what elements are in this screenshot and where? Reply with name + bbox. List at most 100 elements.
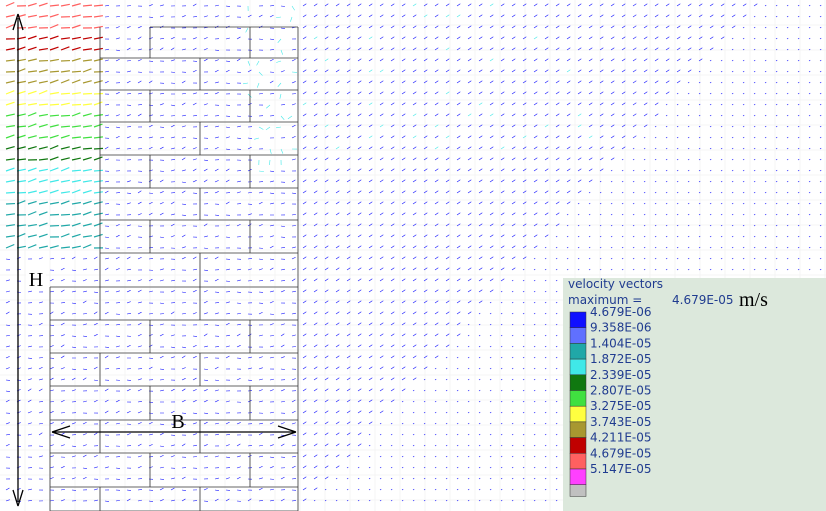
vector — [577, 14, 582, 18]
vector — [819, 4, 822, 7]
vector — [335, 135, 340, 139]
vector — [456, 212, 461, 216]
vector — [731, 25, 736, 29]
vector — [467, 80, 472, 84]
vector — [544, 356, 547, 359]
vector — [709, 103, 712, 106]
vector — [82, 476, 87, 480]
vector — [390, 267, 395, 271]
vector — [412, 322, 417, 326]
vector — [709, 246, 712, 249]
vector — [148, 278, 153, 282]
vector — [434, 488, 437, 491]
vector — [236, 191, 241, 194]
vector — [434, 212, 439, 216]
vector — [522, 499, 525, 502]
vector — [478, 14, 483, 18]
vector — [555, 235, 558, 238]
vector — [49, 79, 59, 84]
vector — [489, 466, 492, 469]
vector — [159, 355, 164, 359]
vector — [357, 366, 362, 370]
vector — [203, 488, 208, 491]
vector — [49, 213, 60, 216]
vector — [280, 312, 285, 315]
vector — [467, 300, 472, 304]
vector — [819, 125, 822, 128]
vector — [500, 323, 503, 326]
vector — [588, 246, 591, 249]
vector — [357, 256, 362, 260]
vector — [786, 268, 789, 271]
vector — [566, 168, 571, 172]
vector — [577, 91, 582, 95]
vector — [60, 378, 65, 381]
vector — [390, 388, 395, 392]
vector — [313, 91, 318, 95]
vector — [277, 38, 282, 43]
vector — [610, 157, 615, 161]
vector — [698, 125, 701, 128]
vector — [731, 37, 734, 40]
vector — [324, 377, 329, 381]
vector — [137, 59, 142, 62]
vector — [71, 92, 81, 95]
vector — [335, 278, 340, 282]
vector — [38, 136, 48, 139]
vector — [456, 113, 461, 117]
vector — [379, 488, 382, 491]
vector — [709, 147, 712, 150]
vector — [764, 235, 767, 238]
vector — [753, 70, 756, 73]
vector — [665, 158, 668, 161]
vector — [104, 466, 109, 469]
vector — [511, 157, 516, 161]
vector — [335, 190, 340, 194]
vector — [434, 367, 437, 370]
vector — [544, 201, 549, 205]
vector — [720, 48, 723, 51]
vector — [643, 213, 646, 216]
vector — [357, 421, 362, 425]
vector — [104, 180, 109, 183]
vector — [533, 422, 536, 425]
vector — [126, 433, 131, 436]
vector — [522, 69, 527, 73]
vector — [71, 169, 82, 172]
vector — [489, 488, 492, 491]
vector — [181, 169, 186, 172]
vector — [434, 113, 439, 117]
vector — [555, 499, 558, 502]
vector — [632, 69, 637, 73]
vector — [555, 113, 560, 117]
vector — [115, 26, 120, 29]
vector — [621, 158, 624, 161]
vector — [236, 345, 241, 348]
vector — [522, 80, 527, 84]
vector — [71, 189, 81, 194]
vector — [115, 15, 120, 18]
vector — [269, 258, 274, 261]
vector — [720, 147, 723, 150]
vector — [467, 168, 472, 172]
vector — [324, 168, 329, 172]
vector — [797, 224, 800, 227]
vector — [258, 432, 263, 436]
vector — [676, 235, 679, 238]
vector — [687, 114, 690, 117]
vector — [368, 201, 373, 205]
vector — [5, 224, 15, 227]
vector — [588, 213, 591, 216]
vector — [214, 191, 219, 194]
vector — [214, 180, 219, 183]
vector — [522, 168, 527, 172]
vector — [313, 443, 318, 447]
legend-bg — [563, 278, 826, 511]
vector — [137, 333, 142, 337]
vector — [357, 113, 362, 117]
vector — [764, 48, 767, 51]
vector — [302, 168, 307, 172]
vector — [555, 444, 558, 447]
vector — [533, 323, 536, 326]
dimension-b — [51, 425, 297, 439]
